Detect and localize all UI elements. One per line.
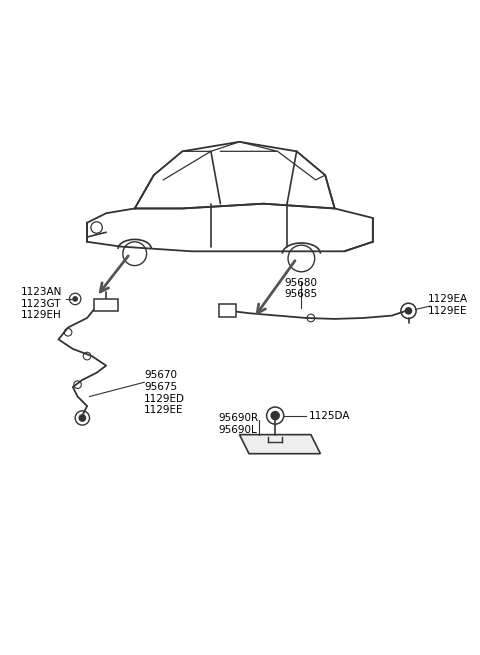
Polygon shape	[240, 435, 321, 454]
Circle shape	[72, 296, 78, 302]
Text: 1123AN
1123GT
1129EH: 1123AN 1123GT 1129EH	[21, 287, 62, 320]
Circle shape	[270, 411, 280, 421]
Circle shape	[405, 307, 412, 314]
Text: 95690R
95690L: 95690R 95690L	[218, 413, 258, 435]
Text: 95670
95675
1129ED
1129EE: 95670 95675 1129ED 1129EE	[144, 370, 185, 415]
Text: 95680
95685: 95680 95685	[285, 278, 318, 299]
FancyBboxPatch shape	[219, 304, 236, 316]
Circle shape	[79, 415, 85, 421]
Text: 1125DA: 1125DA	[309, 411, 350, 421]
Text: 1129EA
1129EE: 1129EA 1129EE	[428, 294, 468, 316]
FancyBboxPatch shape	[94, 299, 118, 311]
